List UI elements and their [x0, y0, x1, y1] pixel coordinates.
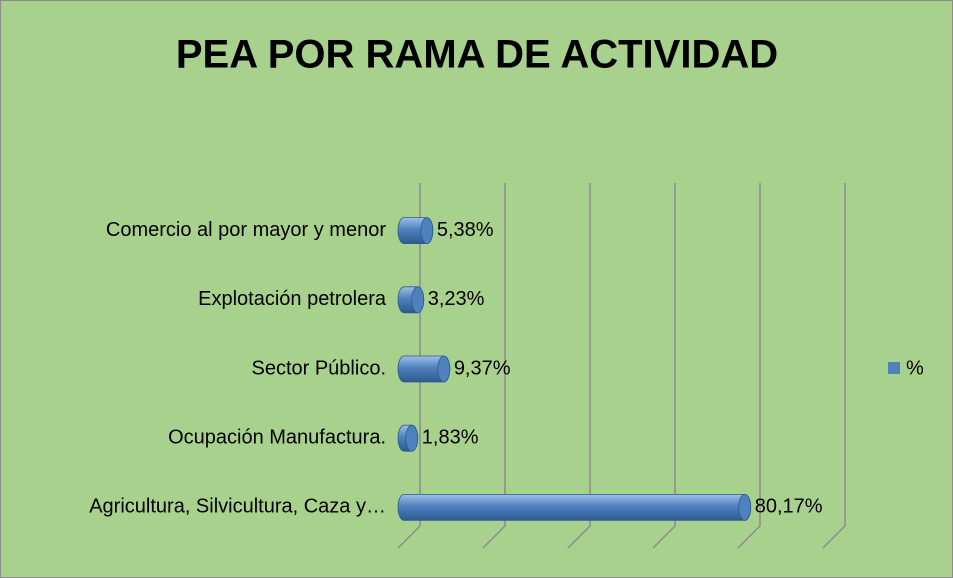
bar: [397, 493, 752, 521]
y-tick-label: Agricultura, Silvicultura, Caza y…: [89, 496, 386, 518]
chart-title: PEA POR RAMA DE ACTIVIDAD: [176, 33, 778, 77]
grid-line: [567, 183, 591, 549]
bar: [397, 217, 434, 245]
data-label: 3,23%: [428, 288, 485, 310]
data-label: 9,37%: [454, 357, 511, 379]
bar: [397, 355, 451, 383]
bar: [397, 286, 425, 314]
bar-part: [405, 424, 419, 452]
data-label: 5,38%: [437, 219, 494, 241]
data-label: 1,83%: [422, 426, 479, 448]
grid-line: [482, 183, 506, 549]
legend-swatch: [888, 362, 900, 374]
bar-part: [420, 217, 434, 245]
grid-line: [652, 183, 676, 549]
bar-part: [411, 286, 425, 314]
bar: [397, 424, 419, 452]
grid-line: [737, 183, 761, 549]
bar-part: [437, 355, 451, 383]
bar-part: [397, 494, 752, 521]
bar-part: [738, 493, 752, 521]
legend-label: %: [906, 357, 924, 379]
y-tick-label: Explotación petrolera: [198, 288, 387, 310]
y-tick-label: Comercio al por mayor y menor: [106, 219, 386, 241]
data-label: 80,17%: [755, 496, 823, 518]
y-tick-label: Sector Público.: [251, 357, 386, 379]
y-tick-label: Ocupación Manufactura.: [168, 426, 386, 448]
grid-line: [822, 183, 846, 549]
